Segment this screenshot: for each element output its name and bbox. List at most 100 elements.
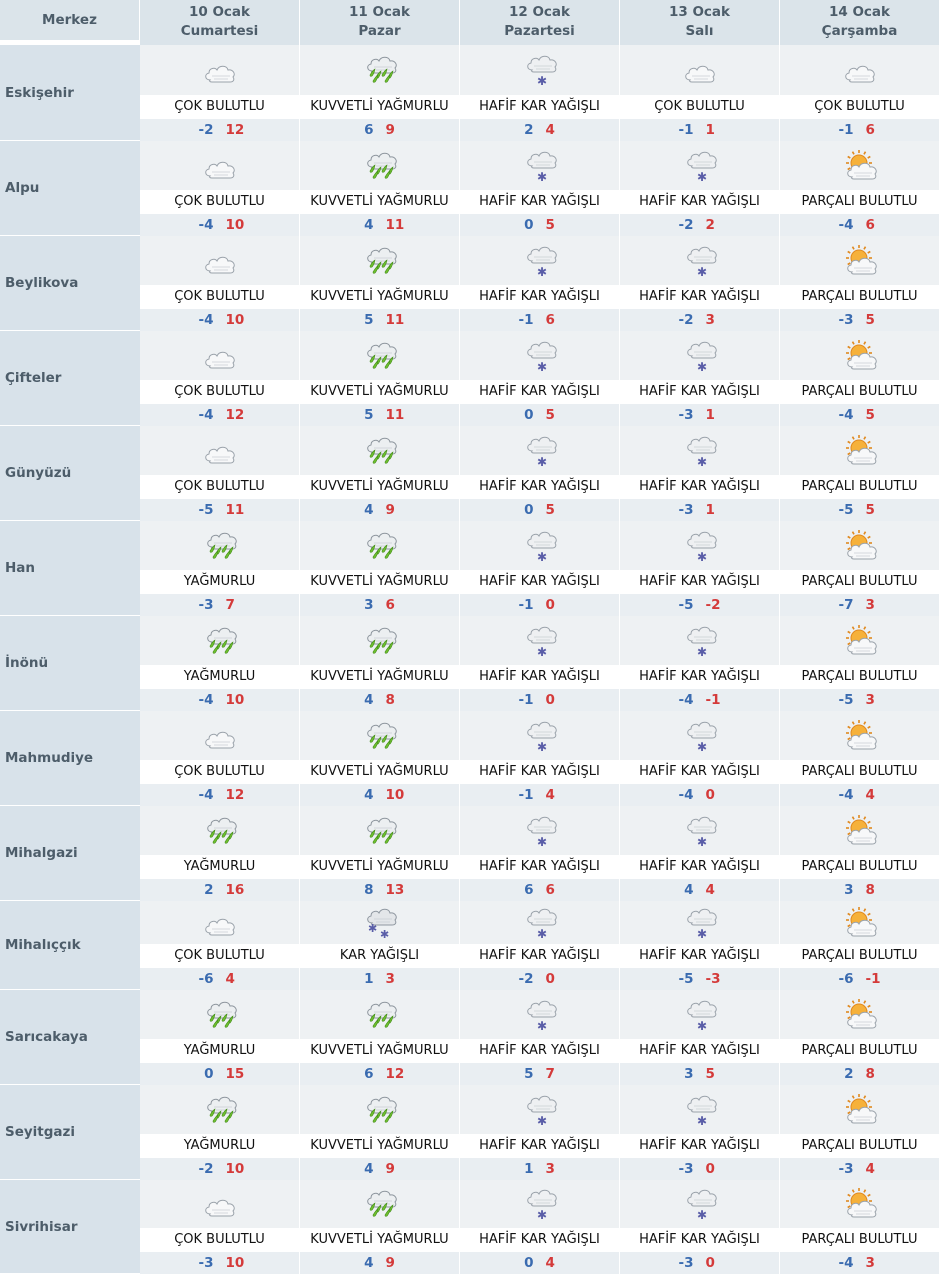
weather-cell-icon: ✱ ✱ xyxy=(300,901,460,944)
cloudy-icon xyxy=(200,434,240,468)
cloudy-icon xyxy=(200,339,240,373)
min-temperature: 5 xyxy=(524,1066,534,1082)
max-temperature: 3 xyxy=(385,971,395,987)
header-day-date: 12 Ocak xyxy=(508,4,571,20)
heavy-rain-icon xyxy=(360,53,400,87)
weather-cell-icon xyxy=(300,711,460,760)
snow-icon: ✱ ✱ xyxy=(360,906,400,940)
location-name[interactable]: Çifteler xyxy=(0,331,140,426)
location-name[interactable]: Alpu xyxy=(0,141,140,236)
weather-cell-icon xyxy=(140,711,300,760)
min-temperature: 1 xyxy=(524,1161,534,1177)
temperature-range: -3 10 xyxy=(140,1252,300,1274)
location-name[interactable]: Mihalıççık xyxy=(0,901,140,990)
max-temperature: 4 xyxy=(545,787,555,803)
light-snow-icon: ✱ xyxy=(520,1093,560,1127)
weather-cell-icon xyxy=(300,45,460,95)
max-temperature: 5 xyxy=(705,1066,715,1082)
min-temperature: -2 xyxy=(678,217,694,233)
weather-description: YAĞMURLU xyxy=(140,570,300,594)
location-name[interactable]: Sivrihisar xyxy=(0,1180,140,1274)
weather-cell-icon xyxy=(300,141,460,190)
weather-description: HAFİF KAR YAĞIŞLI xyxy=(620,570,780,594)
partly-cloudy-icon xyxy=(840,244,880,278)
max-temperature: 1 xyxy=(705,407,715,423)
location-name[interactable]: Beylikova xyxy=(0,236,140,331)
weather-cell-icon xyxy=(780,426,940,475)
min-temperature: 4 xyxy=(364,1161,374,1177)
location-name[interactable]: Günyüzü xyxy=(0,426,140,521)
weather-description: PARÇALI BULUTLU xyxy=(780,1228,940,1252)
max-temperature: 7 xyxy=(225,597,235,613)
temperature-range: -4 12 xyxy=(140,404,300,426)
min-temperature: 0 xyxy=(524,502,534,518)
svg-text:✱: ✱ xyxy=(537,1114,547,1127)
location-name[interactable]: Eskişehir xyxy=(0,45,140,141)
partly-cloudy-icon xyxy=(840,149,880,183)
temperature-range: -5 5 xyxy=(780,499,940,521)
max-temperature: 5 xyxy=(865,312,875,328)
temperature-range: -3 1 xyxy=(620,404,780,426)
max-temperature: 11 xyxy=(225,502,245,518)
temperature-range: -3 4 xyxy=(780,1158,940,1180)
max-temperature: -1 xyxy=(865,971,881,987)
temperature-range: 6 12 xyxy=(300,1063,460,1085)
cloudy-icon xyxy=(200,244,240,278)
min-temperature: 4 xyxy=(364,217,374,233)
weather-description: KUVVETLİ YAĞMURLU xyxy=(300,1039,460,1063)
location-name[interactable]: Seyitgazi xyxy=(0,1085,140,1180)
light-snow-icon: ✱ xyxy=(520,149,560,183)
partly-cloudy-icon xyxy=(840,529,880,563)
location-name[interactable]: İnönü xyxy=(0,616,140,711)
weather-description: KUVVETLİ YAĞMURLU xyxy=(300,855,460,879)
light-snow-icon: ✱ xyxy=(680,906,720,940)
weather-cell-icon xyxy=(780,521,940,570)
svg-text:✱: ✱ xyxy=(537,550,547,563)
max-temperature: 3 xyxy=(865,692,875,708)
weather-description: ÇOK BULUTLU xyxy=(140,944,300,968)
cloudy-icon xyxy=(200,906,240,940)
svg-text:✱: ✱ xyxy=(368,922,377,935)
cloudy-icon xyxy=(200,149,240,183)
light-snow-icon: ✱ xyxy=(520,434,560,468)
max-temperature: 11 xyxy=(385,312,405,328)
weather-description: HAFİF KAR YAĞIŞLI xyxy=(460,1039,620,1063)
temperature-range: -1 4 xyxy=(460,784,620,806)
weather-cell-icon xyxy=(140,236,300,285)
weather-description: YAĞMURLU xyxy=(140,665,300,689)
min-temperature: -5 xyxy=(838,692,854,708)
temperature-range: -7 3 xyxy=(780,594,940,616)
weather-cell-icon: ✱ xyxy=(620,901,780,944)
min-temperature: 8 xyxy=(364,882,374,898)
min-temperature: -4 xyxy=(838,787,854,803)
min-temperature: 6 xyxy=(524,882,534,898)
partly-cloudy-icon xyxy=(840,814,880,848)
min-temperature: 2 xyxy=(844,1066,854,1082)
weather-cell-icon: ✱ xyxy=(460,990,620,1039)
heavy-rain-icon xyxy=(360,339,400,373)
temperature-range: 5 11 xyxy=(300,404,460,426)
location-name[interactable]: Sarıcakaya xyxy=(0,990,140,1085)
min-temperature: -1 xyxy=(518,787,534,803)
weather-description: PARÇALI BULUTLU xyxy=(780,190,940,214)
rain-icon xyxy=(200,998,240,1032)
weather-cell-icon: ✱ xyxy=(620,521,780,570)
max-temperature: 10 xyxy=(225,1255,245,1271)
weather-description: ÇOK BULUTLU xyxy=(620,95,780,119)
header-day-1: 10 Ocak Cumartesi xyxy=(140,0,300,45)
temperature-range: -1 6 xyxy=(460,309,620,331)
location-name[interactable]: Mihalgazi xyxy=(0,806,140,901)
weather-cell-icon: ✱ xyxy=(460,806,620,855)
location-name[interactable]: Mahmudiye xyxy=(0,711,140,806)
temperature-range: -1 1 xyxy=(620,119,780,141)
min-temperature: -3 xyxy=(678,1255,694,1271)
weather-cell-icon xyxy=(300,521,460,570)
max-temperature: 15 xyxy=(225,1066,245,1082)
rain-icon xyxy=(200,1093,240,1127)
svg-text:✱: ✱ xyxy=(697,1208,707,1221)
max-temperature: 6 xyxy=(545,312,555,328)
location-name[interactable]: Han xyxy=(0,521,140,616)
